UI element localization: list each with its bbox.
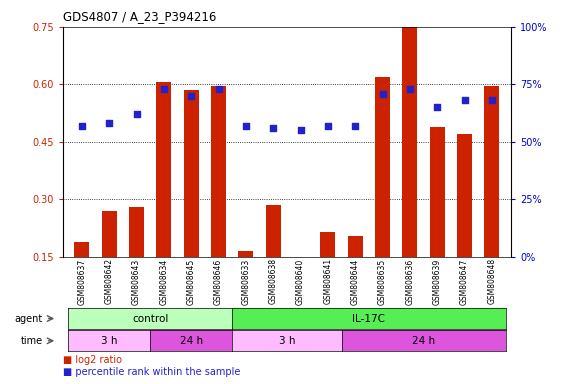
Bar [430, 127, 445, 257]
Bar [239, 251, 254, 257]
Point [460, 98, 469, 104]
Point [323, 123, 332, 129]
Bar [293, 257, 308, 263]
Text: agent: agent [15, 313, 43, 324]
Bar [129, 207, 144, 257]
Point [78, 123, 87, 129]
Text: ■ log2 ratio: ■ log2 ratio [63, 354, 122, 364]
Bar [211, 86, 226, 257]
Point [378, 91, 387, 97]
Point [405, 86, 415, 92]
Text: 3 h: 3 h [279, 336, 295, 346]
Bar [102, 211, 117, 257]
Point [269, 125, 278, 131]
Point [187, 93, 196, 99]
Bar [348, 236, 363, 257]
Bar [457, 134, 472, 257]
Bar [403, 23, 417, 257]
Point [296, 127, 305, 134]
Point [351, 123, 360, 129]
Bar [184, 90, 199, 257]
Text: 24 h: 24 h [412, 336, 435, 346]
Bar [266, 205, 281, 257]
Point [104, 121, 114, 127]
Point [487, 98, 496, 104]
Point [242, 123, 251, 129]
Bar [156, 83, 171, 257]
Text: 3 h: 3 h [101, 336, 118, 346]
Text: GDS4807 / A_23_P394216: GDS4807 / A_23_P394216 [63, 10, 216, 23]
Text: 24 h: 24 h [180, 336, 203, 346]
Point [132, 111, 141, 118]
Text: time: time [21, 336, 43, 346]
Text: ■ percentile rank within the sample: ■ percentile rank within the sample [63, 367, 240, 377]
Point [433, 104, 442, 111]
Point [159, 86, 168, 92]
Bar [74, 242, 90, 257]
Text: control: control [132, 313, 168, 324]
Bar [484, 86, 500, 257]
Bar [320, 232, 335, 257]
Point [214, 86, 223, 92]
Text: IL-17C: IL-17C [352, 313, 385, 324]
Bar [375, 77, 390, 257]
